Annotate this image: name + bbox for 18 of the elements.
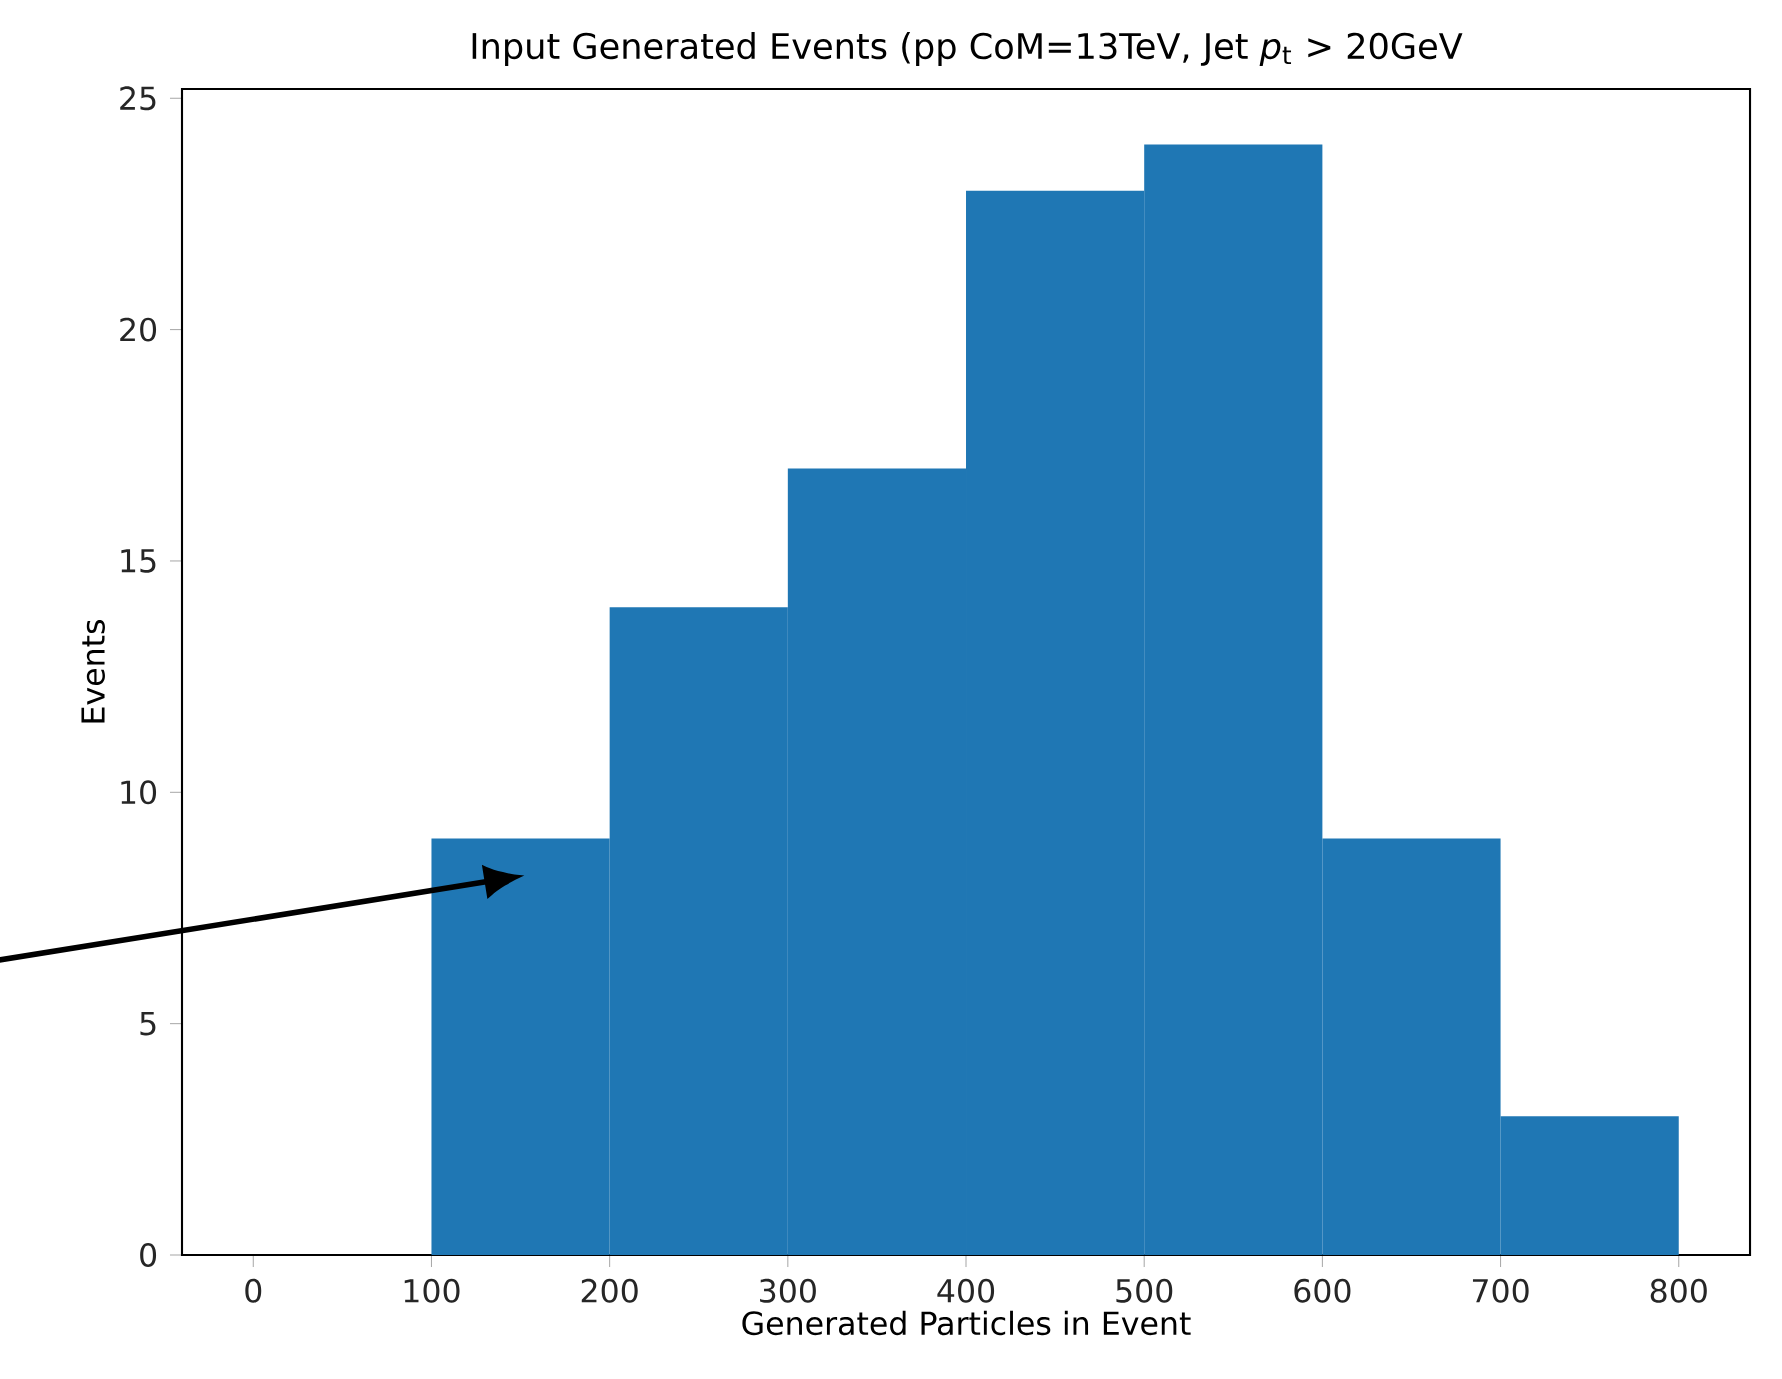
x-tick-label: 200 [581,1278,638,1303]
x-tick-label: 700 [1472,1278,1529,1303]
y-tick-label: 20 [120,317,157,342]
y-tick-label: 10 [121,780,157,805]
y-tick-label: 25 [120,86,156,111]
y-tick-label: 5 [140,1011,156,1036]
y-tick-label: 15 [121,549,156,573]
y-axis-title: Events [81,619,105,723]
y-tick-label: 0 [140,1243,157,1267]
x-tick-label: 600 [1294,1278,1351,1303]
x-tick-label: 800 [1650,1278,1707,1303]
x-tick-label: 400 [937,1278,995,1303]
x-tick-label: 100 [404,1278,460,1303]
x-tick-label: 300 [760,1278,816,1303]
chart-title: Input Generated Events (pp CoM=13TeV, Jet p$_{t}$ > 20GeV [472,32,1463,67]
x-axis-title: Generated Particles in Event [742,1310,1191,1336]
x-tick-label: 500 [1116,1278,1173,1303]
x-tick-label: 0 [245,1278,262,1303]
